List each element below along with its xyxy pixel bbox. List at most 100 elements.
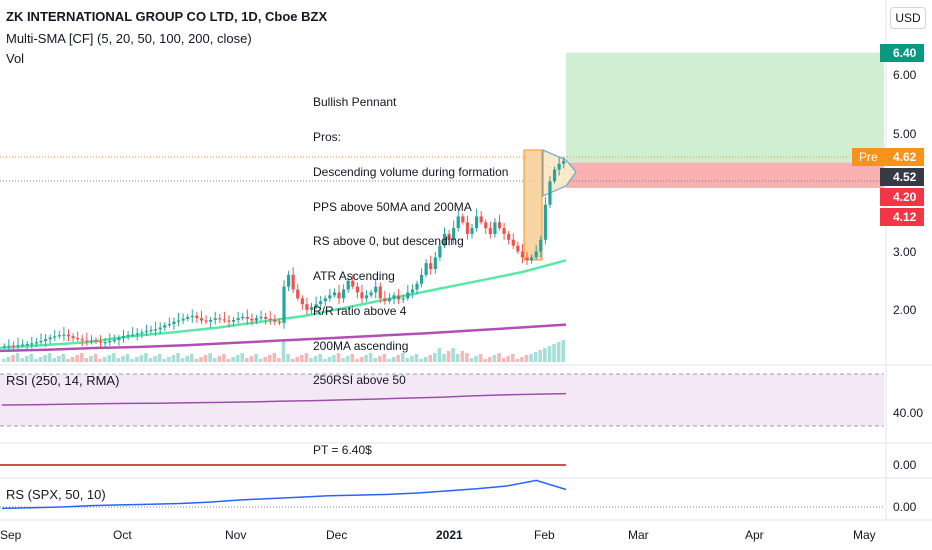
currency-button[interactable]: USD <box>890 7 926 29</box>
candle-body <box>273 319 277 322</box>
volume-bar <box>547 346 552 362</box>
volume-bar <box>102 357 107 362</box>
rs-line <box>1 479 567 510</box>
candle-body <box>378 286 382 299</box>
candle-body <box>314 304 318 308</box>
volume-bar <box>153 356 157 362</box>
candle-body <box>98 341 103 343</box>
volume-bar <box>185 356 189 362</box>
candle-body <box>530 257 534 261</box>
time-axis-label: Oct <box>113 528 132 542</box>
candle-body <box>438 245 442 258</box>
atr-tick-label: 0.00 <box>893 458 917 472</box>
candle-body <box>429 263 433 270</box>
volume-bar <box>180 358 185 362</box>
candle-body <box>57 335 61 337</box>
candle-body <box>71 336 75 339</box>
time-axis-label: 2021 <box>436 528 463 542</box>
candle-body <box>135 333 139 335</box>
volume-bar <box>501 358 506 362</box>
candle-body <box>456 216 460 229</box>
candle-body <box>286 274 291 287</box>
volume-bar <box>405 358 410 362</box>
stop-zone <box>566 162 884 188</box>
volume-bar <box>249 356 254 362</box>
candle-body <box>319 301 323 305</box>
candle-body <box>525 257 529 261</box>
volume-bar <box>506 356 510 362</box>
volume-bar <box>300 355 304 362</box>
volume-bar <box>240 353 245 362</box>
candle-body <box>387 298 392 302</box>
volume-bar <box>336 353 341 362</box>
volume-bar <box>410 356 414 362</box>
candle-body <box>53 336 57 338</box>
candle-body <box>328 295 332 299</box>
volume-bar <box>176 353 180 362</box>
sma-legend[interactable]: Multi-SMA [CF] (5, 20, 50, 100, 200, clo… <box>6 31 252 46</box>
volume-bar <box>84 358 89 362</box>
annotation-line: 200MA ascending <box>313 338 409 353</box>
volume-bar <box>194 359 199 362</box>
volume-bar <box>364 355 368 362</box>
rs-pane-label[interactable]: RS (SPX, 50, 10) <box>6 487 106 502</box>
volume-bar <box>428 355 433 362</box>
volume-bar <box>423 357 428 362</box>
volume-bar <box>382 354 387 362</box>
candle-body <box>410 289 414 293</box>
volume-bar <box>515 359 520 362</box>
candle-body <box>511 239 515 246</box>
volume-bar <box>130 359 134 362</box>
volume-bar <box>497 353 501 362</box>
price-tick-label: 6.00 <box>893 68 917 82</box>
volume-bar <box>455 354 460 362</box>
candle-body <box>80 339 84 341</box>
volume-bar <box>245 358 249 362</box>
volume-bar <box>419 359 423 362</box>
volume-bar <box>524 355 529 362</box>
volume-bar <box>167 357 171 362</box>
time-axis-label: Apr <box>745 528 764 542</box>
volume-bar <box>157 354 162 362</box>
volume-bar <box>556 342 561 362</box>
annotation-line <box>313 410 508 422</box>
candle-body <box>39 341 43 343</box>
candle-body <box>222 319 226 321</box>
candle-body <box>190 315 194 318</box>
volume-bar <box>396 355 400 362</box>
volume-bar <box>442 354 446 362</box>
candle-body <box>158 327 162 330</box>
volume-bar <box>24 356 29 362</box>
candle-body <box>543 204 547 240</box>
volume-bar <box>492 355 497 362</box>
rsi-pane-label[interactable]: RSI (250, 14, RMA) <box>6 373 120 388</box>
candle-body <box>204 320 208 322</box>
candle-body <box>209 319 213 322</box>
volume-bar <box>43 355 47 362</box>
candle-body <box>557 163 561 170</box>
candle-body <box>167 324 171 326</box>
candle-body <box>406 292 410 299</box>
candle-body <box>461 216 465 223</box>
volume-legend[interactable]: Vol <box>6 51 25 66</box>
candle-body <box>213 318 217 320</box>
volume-bar <box>327 357 332 362</box>
candle-body <box>277 321 282 323</box>
candle-body <box>121 336 126 339</box>
volume-bar <box>322 359 327 362</box>
volume-bar <box>70 357 75 362</box>
pre-tag-bg <box>852 148 880 166</box>
candle-body <box>21 344 25 346</box>
volume-bar <box>34 359 38 362</box>
symbol-title[interactable]: ZK INTERNATIONAL GROUP CO LTD, 1D, Cboe … <box>6 9 328 24</box>
volume-bar <box>350 354 355 362</box>
volume-bar <box>318 354 322 362</box>
candle-body <box>465 222 470 234</box>
volume-bar <box>139 355 144 362</box>
time-axis-label: Feb <box>534 528 555 542</box>
volume-bar <box>66 359 70 362</box>
candle-body <box>186 317 190 319</box>
volume-bar <box>277 358 281 362</box>
candle-body <box>236 318 240 320</box>
